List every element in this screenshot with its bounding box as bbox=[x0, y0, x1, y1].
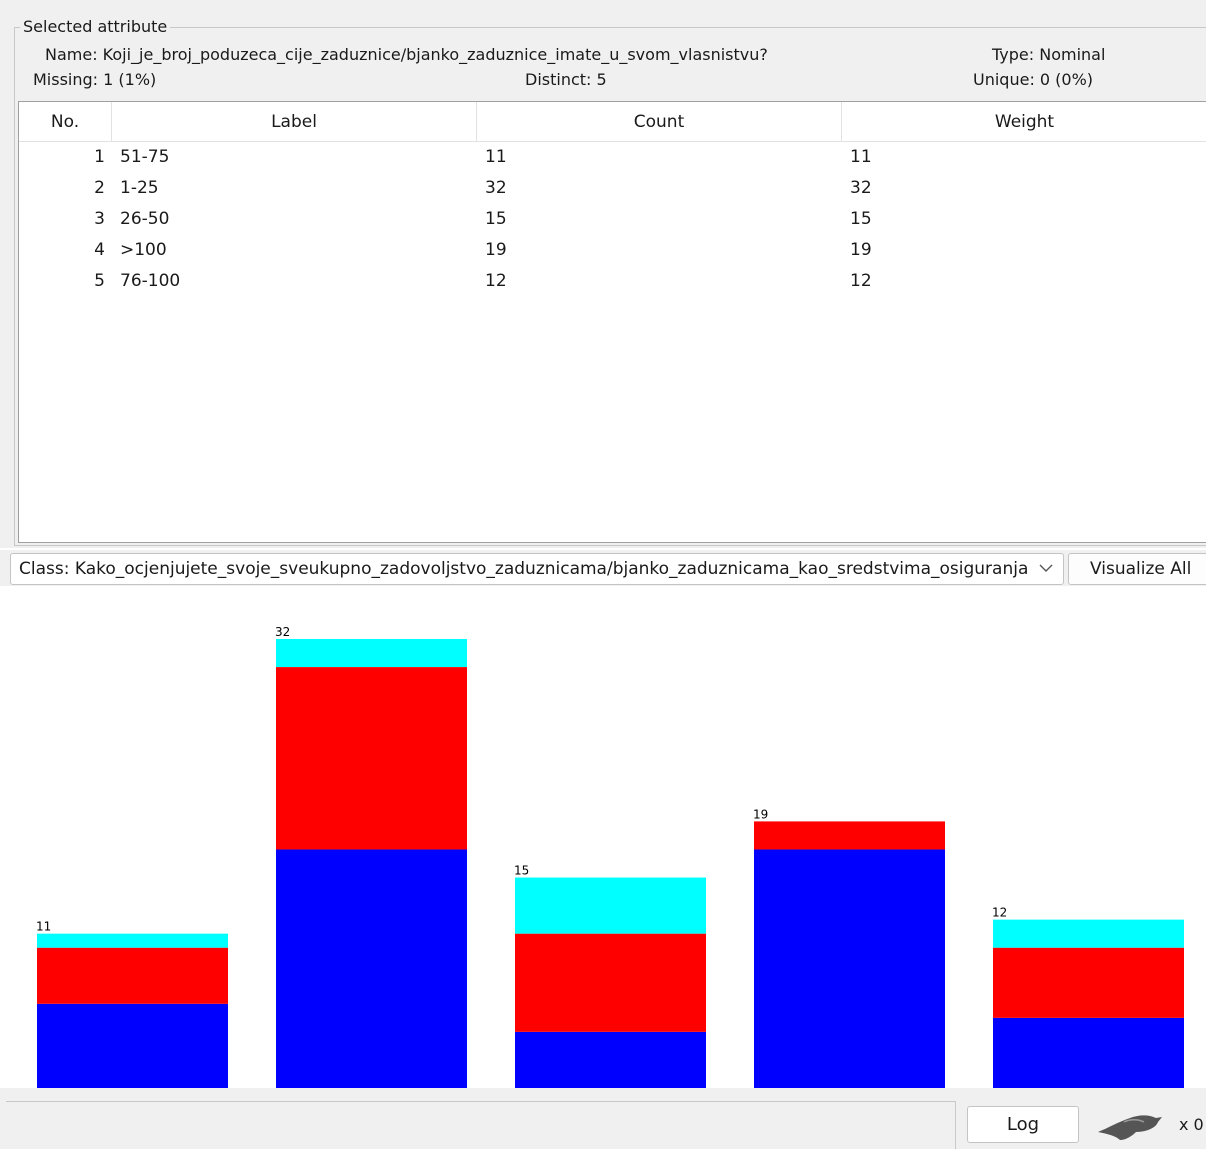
bar-segment-51-75-series-1 bbox=[37, 947, 228, 1004]
bar-segment->100-series-1 bbox=[754, 821, 945, 850]
row-count: 12 bbox=[485, 271, 507, 291]
bar-total-label: 32 bbox=[275, 625, 290, 639]
row-label: 1-25 bbox=[120, 178, 159, 198]
bar-segment-51-75-series-2 bbox=[37, 933, 228, 948]
attribute-unique: Unique: 0 (0%) bbox=[973, 70, 1094, 89]
bar-total-label: 11 bbox=[36, 920, 51, 934]
row-number: 4 bbox=[94, 240, 105, 260]
log-button[interactable]: Log bbox=[967, 1106, 1079, 1143]
table-row[interactable]: 3 26-50 15 15 bbox=[19, 204, 1206, 235]
attribute-panel: Selected attribute Name: Koji_je_broj_po… bbox=[0, 0, 1206, 548]
attribute-name: Name: Koji_je_broj_poduzeca_cije_zaduzni… bbox=[45, 45, 768, 64]
row-weight: 11 bbox=[850, 147, 872, 167]
row-label: >100 bbox=[120, 240, 167, 260]
bar-segment-1-25-series-2 bbox=[276, 639, 467, 668]
attribute-values-table[interactable]: No. Label Count Weight 1 51-75 11 11 2 1… bbox=[18, 101, 1206, 543]
column-header-label[interactable]: Label bbox=[112, 102, 477, 142]
bar-segment->100-series-0 bbox=[754, 849, 945, 1088]
visualize-all-button[interactable]: Visualize All bbox=[1068, 553, 1206, 585]
table-row[interactable]: 1 51-75 11 11 bbox=[19, 142, 1206, 173]
bar-segment-76-100-series-1 bbox=[993, 947, 1184, 1018]
row-count: 19 bbox=[485, 240, 507, 260]
row-weight: 15 bbox=[850, 209, 872, 229]
table-header: No. Label Count Weight bbox=[19, 102, 1206, 142]
bar-total-label: 12 bbox=[992, 906, 1007, 920]
attribute-missing: Missing: 1 (1%) bbox=[33, 70, 157, 89]
bar-segment-1-25-series-0 bbox=[276, 849, 467, 1088]
bar-segment-76-100-series-2 bbox=[993, 919, 1184, 948]
row-count: 32 bbox=[485, 178, 507, 198]
class-distribution-chart: 11 32 15 19 12 bbox=[0, 588, 1206, 1088]
bar-segment-26-50-series-2 bbox=[515, 877, 706, 934]
selected-attribute-title: Selected attribute bbox=[20, 17, 171, 37]
attribute-distinct: Distinct: 5 bbox=[525, 70, 607, 89]
status-bar: Log x 0 bbox=[0, 1088, 1206, 1149]
table-row[interactable]: 2 1-25 32 32 bbox=[19, 173, 1206, 204]
bar-total-label: 19 bbox=[753, 807, 768, 821]
class-select[interactable]: Class: Kako_ocjenjujete_svoje_sveukupno_… bbox=[10, 553, 1064, 585]
bar-segment-76-100-series-0 bbox=[993, 1017, 1184, 1088]
row-label: 26-50 bbox=[120, 209, 170, 229]
class-selector-row: Class: Kako_ocjenjujete_svoje_sveukupno_… bbox=[0, 550, 1206, 586]
row-count: 15 bbox=[485, 209, 507, 229]
bar-segment-51-75-series-0 bbox=[37, 1003, 228, 1088]
column-header-weight[interactable]: Weight bbox=[842, 102, 1206, 142]
row-weight: 12 bbox=[850, 271, 872, 291]
chevron-down-icon[interactable] bbox=[1039, 554, 1053, 584]
row-weight: 32 bbox=[850, 178, 872, 198]
row-number: 3 bbox=[94, 209, 105, 229]
row-label: 76-100 bbox=[120, 271, 181, 291]
row-number: 5 bbox=[94, 271, 105, 291]
task-count: x 0 bbox=[1179, 1115, 1204, 1134]
table-row[interactable]: 4 >100 19 19 bbox=[19, 235, 1206, 266]
bar-segment-26-50-series-1 bbox=[515, 933, 706, 1032]
bar-segment-1-25-series-1 bbox=[276, 667, 467, 850]
status-message bbox=[6, 1101, 956, 1149]
row-label: 51-75 bbox=[120, 147, 170, 167]
row-number: 2 bbox=[94, 178, 105, 198]
table-row[interactable]: 5 76-100 12 12 bbox=[19, 266, 1206, 297]
row-weight: 19 bbox=[850, 240, 872, 260]
row-count: 11 bbox=[485, 147, 507, 167]
row-number: 1 bbox=[94, 147, 105, 167]
bar-total-label: 15 bbox=[514, 864, 529, 878]
column-header-no[interactable]: No. bbox=[19, 102, 112, 142]
selected-attribute-group bbox=[14, 27, 1206, 546]
weka-bird-icon[interactable] bbox=[1096, 1110, 1166, 1142]
class-select-value: Class: Kako_ocjenjujete_svoje_sveukupno_… bbox=[19, 559, 1029, 579]
stacked-bar-chart: 11 32 15 19 12 bbox=[36, 625, 1184, 1088]
bar-segment-26-50-series-0 bbox=[515, 1031, 706, 1088]
column-header-count[interactable]: Count bbox=[477, 102, 842, 142]
attribute-type: Type: Nominal bbox=[992, 45, 1106, 64]
